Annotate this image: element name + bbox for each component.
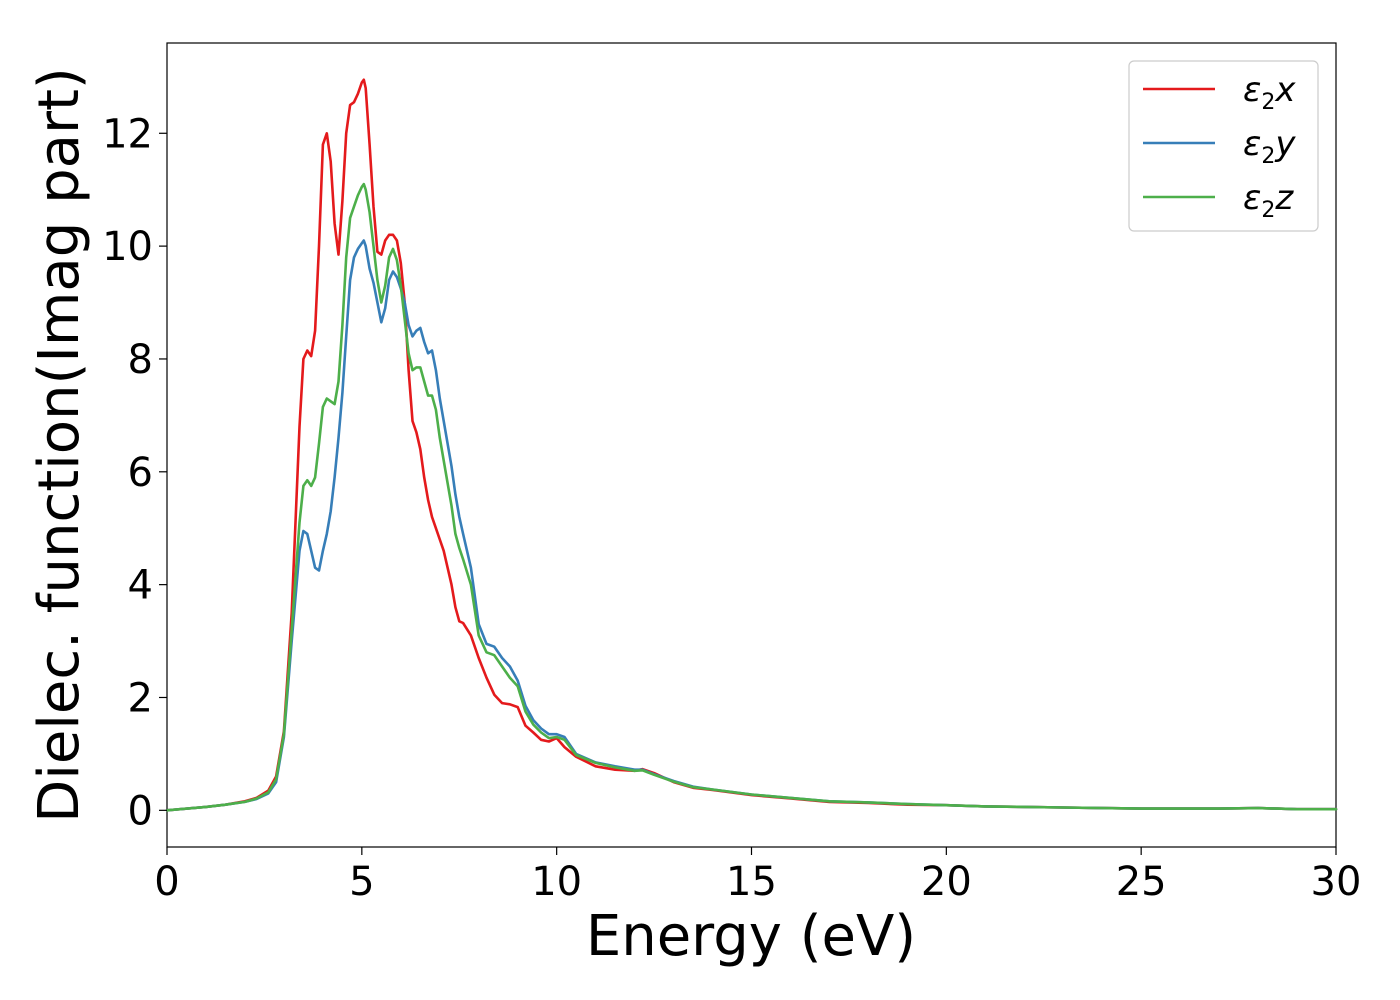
legend-box xyxy=(1128,60,1319,232)
y-tick-label: 10 xyxy=(102,224,153,270)
series-layer xyxy=(165,78,1338,812)
legend-label-x: ε2x xyxy=(1243,70,1296,115)
legend-label-y: ε2y xyxy=(1243,124,1296,169)
y-tick-label: 4 xyxy=(128,563,153,609)
x-tick-label: 15 xyxy=(726,859,777,905)
x-tick-label: 20 xyxy=(921,859,972,905)
x-tick-label: 5 xyxy=(349,859,374,905)
x-ticks: 0 5 10 15 20 25 30 xyxy=(154,847,1361,905)
x-tick-label: 0 xyxy=(154,859,179,905)
y-tick-label: 8 xyxy=(128,337,153,383)
y-tick-label: 6 xyxy=(128,450,153,496)
x-tick-label: 30 xyxy=(1311,859,1362,905)
series-line-z xyxy=(165,182,1338,812)
y-tick-label: 2 xyxy=(128,675,153,721)
x-tick-label: 25 xyxy=(1116,859,1167,905)
x-tick-label: 10 xyxy=(531,859,582,905)
y-ticks: 0 2 4 6 8 10 12 xyxy=(102,111,167,834)
y-axis-label: Dielec. function(Imag part) xyxy=(27,67,92,823)
x-axis-label: Energy (eV) xyxy=(586,904,916,969)
y-tick-label: 0 xyxy=(128,788,153,834)
legend: ε2x ε2y ε2z xyxy=(1128,60,1319,232)
legend-label-z: ε2z xyxy=(1243,178,1294,223)
y-tick-label: 12 xyxy=(102,111,153,157)
